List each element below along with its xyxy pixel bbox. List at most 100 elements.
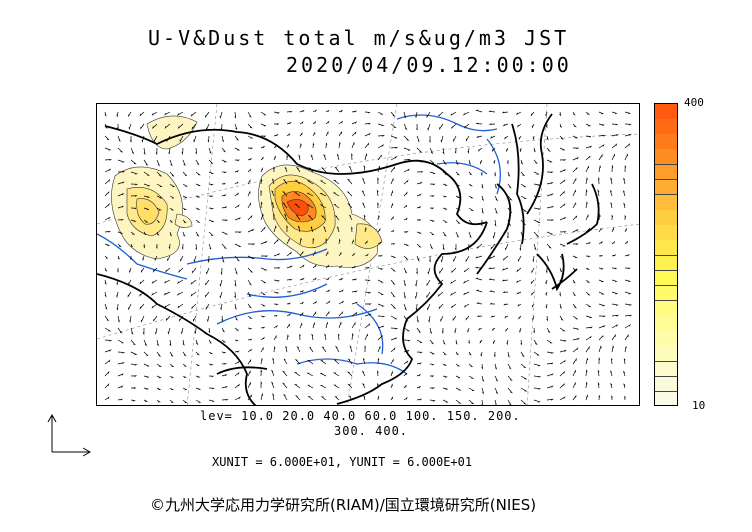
wind-arrow	[415, 303, 418, 312]
wind-arrow	[455, 339, 458, 345]
wind-arrow	[572, 381, 576, 389]
wind-arrow	[390, 358, 394, 365]
wind-arrow	[234, 315, 239, 321]
wind-arrow	[234, 243, 242, 248]
wind-arrow	[176, 279, 184, 284]
wind-arrow	[195, 171, 201, 176]
wind-arrow	[312, 300, 317, 305]
wind-arrow	[333, 359, 340, 365]
wind-arrow	[104, 255, 108, 259]
wind-arrow	[475, 255, 483, 259]
levels-line-1: lev= 10.0 20.0 40.0 60.0 100. 150. 200.	[200, 409, 521, 423]
wind-arrow	[572, 243, 579, 246]
wind-arrow	[177, 303, 184, 309]
wind-arrow	[117, 267, 119, 273]
wind-arrow	[104, 370, 110, 377]
wind-arrow	[624, 279, 632, 283]
wind-arrow	[282, 382, 288, 389]
wind-arrow	[130, 171, 138, 175]
wind-arrow	[545, 279, 548, 285]
wind-arrow	[182, 219, 187, 224]
wind-arrow	[130, 183, 139, 186]
wind-arrow	[325, 237, 328, 245]
wind-arrow	[559, 168, 567, 173]
wind-arrow	[139, 279, 145, 285]
wind-arrow	[442, 351, 447, 355]
wind-arrow	[624, 324, 631, 329]
wind-arrow	[427, 123, 431, 131]
wind-arrow	[312, 120, 317, 125]
wind-arrow	[351, 321, 356, 329]
wind-arrow	[298, 154, 301, 161]
wind-arrow	[598, 176, 600, 185]
wind-arrow	[182, 351, 187, 357]
wind-arrow	[455, 231, 460, 238]
wind-arrow	[611, 123, 619, 126]
wind-arrow	[260, 178, 263, 185]
wind-arrow	[338, 265, 343, 269]
wind-arrow	[234, 123, 238, 131]
wind-arrow	[273, 111, 281, 114]
wind-arrow	[156, 171, 163, 177]
wind-arrow	[169, 159, 173, 167]
wind-arrow	[319, 204, 327, 209]
wind-arrow	[585, 315, 593, 319]
wind-arrow	[546, 373, 554, 377]
wind-arrow	[492, 231, 496, 239]
wind-arrow	[195, 159, 200, 166]
wind-arrow	[247, 370, 251, 377]
wind-arrow	[104, 159, 112, 161]
wind-arrow	[403, 255, 409, 260]
wind-arrow	[598, 279, 605, 283]
wind-arrow	[221, 219, 229, 222]
wind-arrow	[453, 135, 457, 143]
wind-arrow	[403, 279, 407, 287]
wind-arrow	[206, 123, 210, 131]
wind-arrow	[610, 201, 613, 209]
wind-arrow	[221, 339, 227, 343]
wind-arrow	[320, 167, 327, 173]
wind-arrow	[260, 336, 265, 341]
wind-arrow	[403, 327, 411, 332]
wind-arrow	[234, 192, 239, 197]
wind-arrow	[476, 302, 483, 305]
wind-arrow	[176, 291, 184, 296]
wind-arrow	[494, 363, 498, 370]
wind-arrow	[491, 327, 496, 331]
colorbar	[654, 103, 678, 406]
wind-arrow	[130, 195, 138, 197]
wind-arrow	[416, 219, 422, 221]
wind-arrow	[260, 346, 264, 353]
wind-arrow	[351, 252, 355, 257]
wind-arrow	[403, 205, 408, 209]
wind-arrow	[442, 399, 449, 403]
wind-arrow	[247, 157, 253, 161]
wind-arrow	[624, 334, 629, 341]
wind-arrow	[546, 385, 554, 389]
wind-arrow	[533, 387, 542, 390]
wind-arrow	[156, 183, 163, 187]
wind-arrow	[332, 372, 340, 377]
wind-arrow	[219, 291, 223, 299]
wind-arrow	[247, 348, 253, 353]
wind-arrow	[130, 339, 136, 346]
wind-arrow	[325, 264, 330, 269]
wind-arrow	[611, 164, 614, 173]
wind-arrow	[572, 166, 578, 173]
wind-arrow	[377, 135, 385, 137]
wind-arrow	[247, 179, 251, 185]
wind-arrow	[325, 120, 330, 125]
wind-arrow	[390, 177, 394, 185]
wind-arrow	[403, 315, 409, 322]
wind-arrow	[624, 267, 631, 270]
wind-arrow	[516, 267, 522, 273]
wind-arrow	[295, 214, 301, 221]
wind-arrow	[532, 315, 535, 322]
wind-arrow	[306, 359, 314, 365]
wind-arrow	[623, 202, 626, 209]
wind-arrow	[191, 123, 197, 130]
wind-arrow	[520, 183, 527, 188]
wind-arrow	[142, 255, 145, 262]
wind-arrow	[546, 193, 554, 197]
wind-arrow	[351, 332, 354, 341]
